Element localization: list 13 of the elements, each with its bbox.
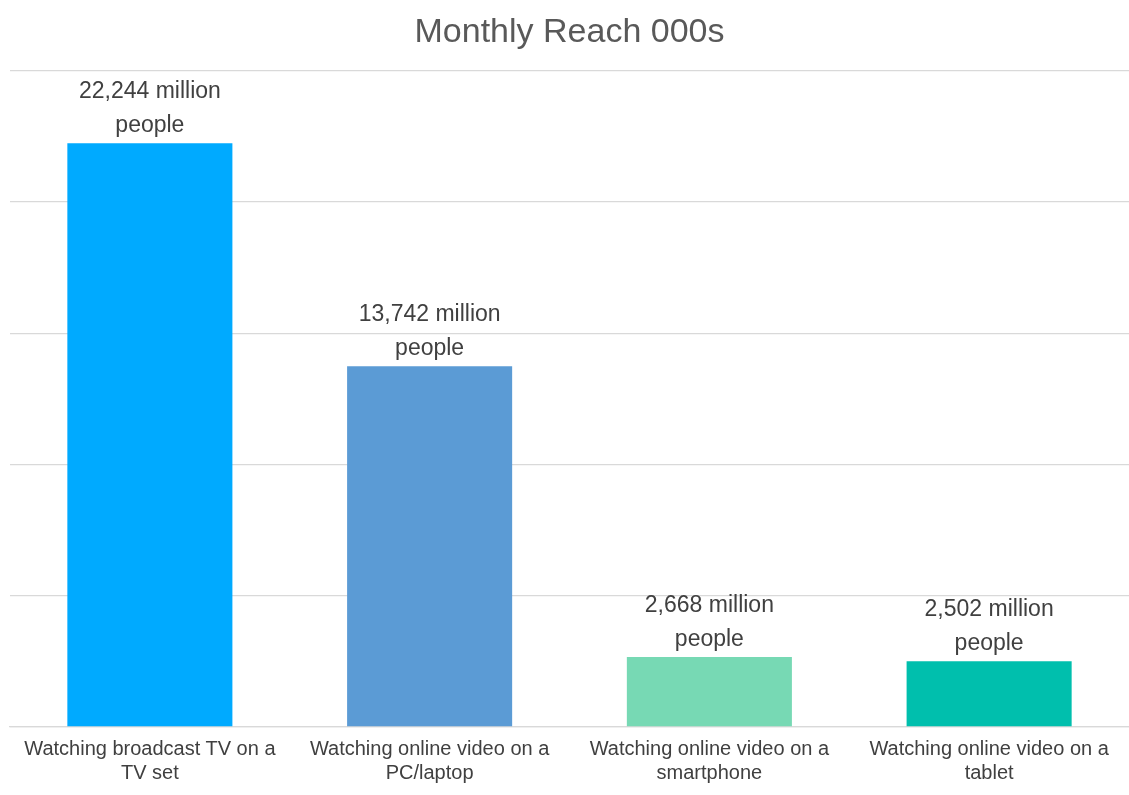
x-tick-label: Watching online video on a PC/laptop — [309, 736, 551, 783]
x-tick-label: Watching online video on a smartphone — [589, 736, 830, 783]
bar — [67, 143, 233, 727]
chart-title: Monthly Reach 000s — [414, 10, 725, 49]
data-label: 2,668 million people — [644, 590, 774, 651]
bar — [626, 656, 792, 727]
data-label: 22,244 million people — [78, 76, 221, 137]
bar — [347, 366, 513, 727]
data-label: 13,742 million people — [358, 300, 501, 361]
x-tick-label: Watching online video on a tablet — [869, 736, 1110, 783]
x-tick-label: Watching broadcast TV on a TV set — [24, 736, 277, 783]
bar — [906, 661, 1072, 727]
data-label: 2,502 million people — [924, 595, 1054, 656]
